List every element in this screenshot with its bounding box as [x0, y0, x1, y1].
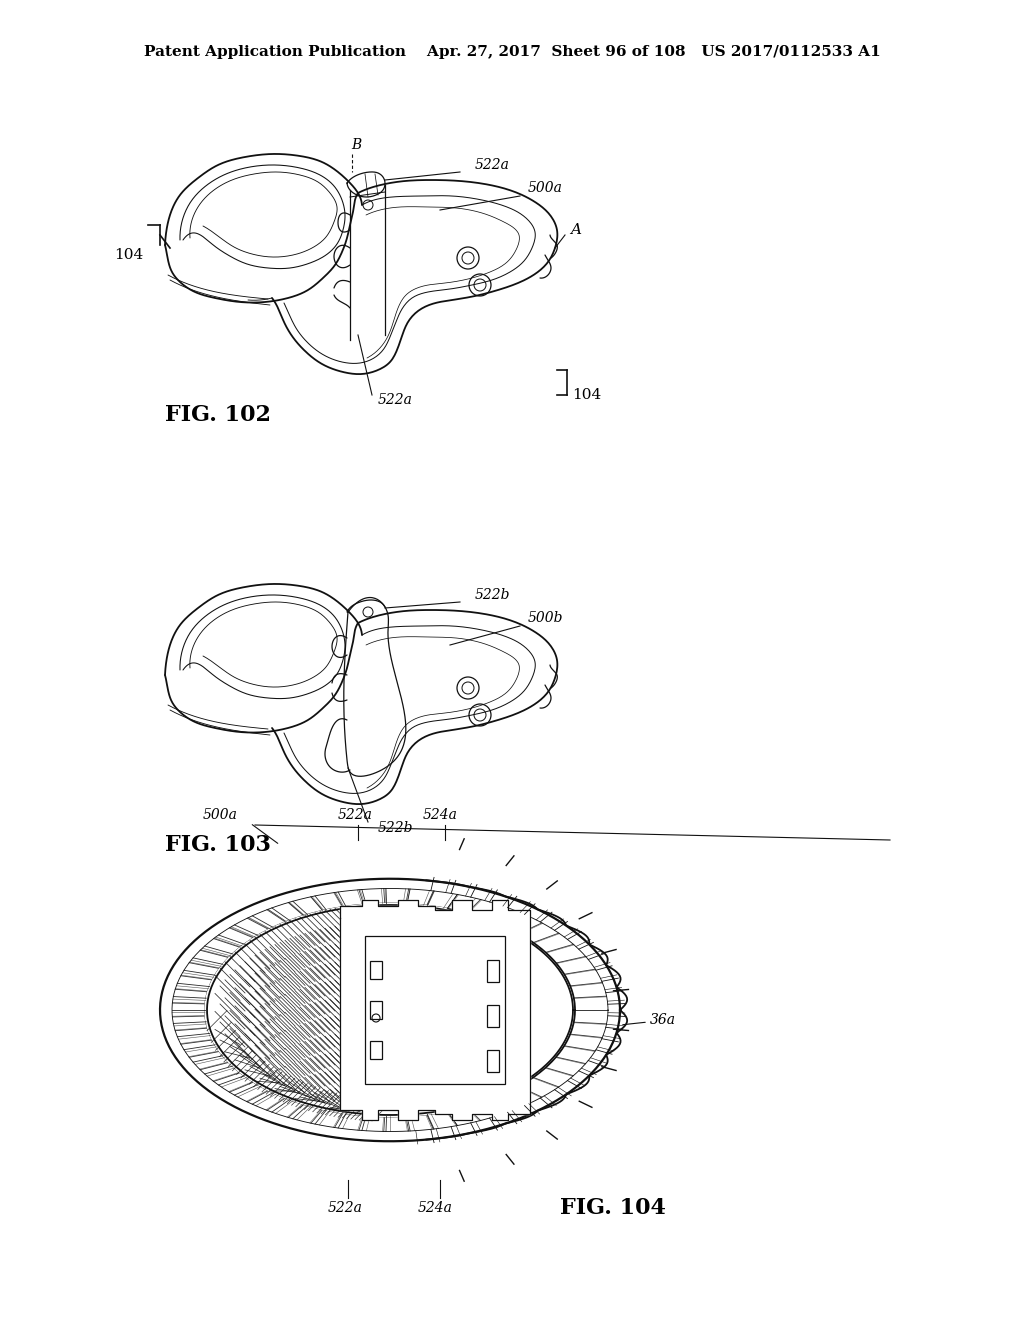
Bar [487, 1049, 499, 1072]
Text: 104: 104 [572, 388, 601, 403]
Text: 522a: 522a [378, 393, 413, 407]
Text: 522a: 522a [475, 158, 510, 172]
Text: 36a: 36a [650, 1012, 676, 1027]
Text: 104: 104 [114, 248, 143, 261]
Bar [487, 960, 499, 982]
Polygon shape [205, 903, 447, 1117]
Text: 500b: 500b [528, 611, 563, 624]
Text: Patent Application Publication    Apr. 27, 2017  Sheet 96 of 108   US 2017/01125: Patent Application Publication Apr. 27, … [143, 45, 881, 59]
Bar [487, 1005, 499, 1027]
Text: 500a: 500a [203, 808, 238, 822]
Bar [370, 961, 382, 979]
Text: A: A [570, 223, 581, 238]
Text: 522b: 522b [378, 821, 414, 836]
Text: 500a: 500a [528, 181, 563, 195]
Text: FIG. 103: FIG. 103 [165, 834, 271, 855]
Text: FIG. 102: FIG. 102 [165, 404, 271, 426]
Polygon shape [340, 900, 530, 1119]
Bar [370, 1041, 382, 1059]
Text: 524a: 524a [418, 1201, 453, 1214]
Bar [365, 936, 505, 1084]
Text: B: B [351, 139, 361, 152]
Polygon shape [207, 906, 573, 1115]
Text: 524a: 524a [423, 808, 458, 822]
Bar [370, 1001, 382, 1019]
Text: 522a: 522a [338, 808, 373, 822]
Text: FIG. 104: FIG. 104 [560, 1197, 666, 1218]
Text: 522b: 522b [475, 587, 511, 602]
Text: 522a: 522a [328, 1201, 362, 1214]
